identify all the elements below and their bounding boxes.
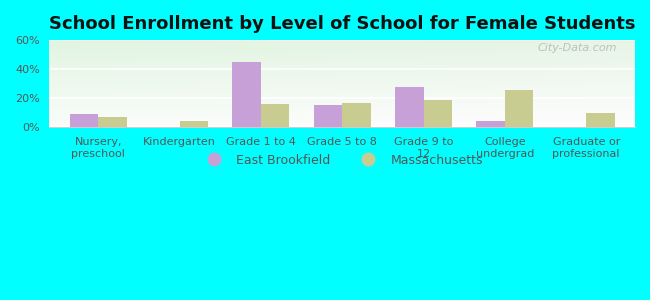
Bar (586, 113, 615, 127)
Bar (70, 114, 98, 127)
Legend: East Brookfield, Massachusetts: East Brookfield, Massachusetts (196, 148, 488, 172)
Bar (424, 100, 452, 127)
Bar (343, 103, 370, 127)
Text: City-Data.com: City-Data.com (538, 43, 617, 53)
Bar (476, 122, 505, 127)
Bar (505, 89, 534, 127)
Bar (261, 104, 289, 127)
Title: School Enrollment by Level of School for Female Students: School Enrollment by Level of School for… (49, 15, 636, 33)
Bar (395, 87, 424, 127)
Bar (233, 62, 261, 127)
Bar (179, 122, 208, 127)
Bar (314, 106, 343, 127)
Bar (98, 117, 127, 127)
